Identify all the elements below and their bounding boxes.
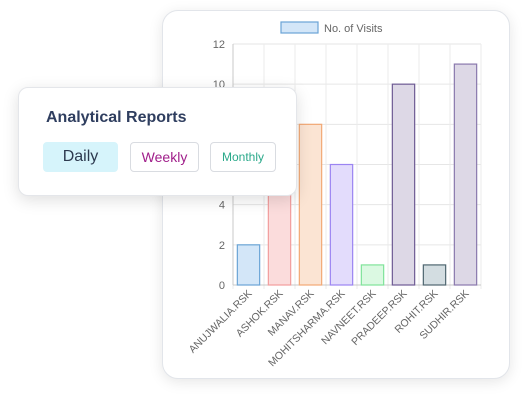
y-tick-label: 12	[213, 39, 225, 51]
bar[interactable]	[298, 123, 323, 286]
bar[interactable]	[360, 264, 385, 286]
legend-swatch	[280, 21, 319, 34]
analytical-reports-card: Analytical Reports Daily Weekly Monthly	[18, 87, 297, 196]
bar[interactable]	[391, 83, 416, 286]
y-tick-label: 4	[219, 200, 225, 212]
x-tick-label: PRADEEP.RSK	[349, 288, 409, 348]
bar[interactable]	[422, 264, 447, 286]
monthly-button[interactable]: Monthly	[210, 142, 276, 172]
bar[interactable]	[329, 163, 354, 286]
y-tick-label: 2	[219, 240, 225, 252]
daily-button[interactable]: Daily	[43, 142, 118, 172]
bar[interactable]	[236, 244, 261, 286]
legend-label: No. of Visits	[324, 23, 383, 35]
y-tick-label: 0	[219, 280, 225, 292]
bar[interactable]	[453, 63, 478, 286]
chart-card: 024681012ANUJWALIA.RSKASHOK.RSKMANAV.RSK…	[162, 10, 510, 379]
weekly-button[interactable]: Weekly	[130, 142, 199, 172]
x-tick-label: NAVNEET.RSK	[319, 288, 379, 348]
report-title: Analytical Reports	[46, 109, 187, 126]
bar-chart: 024681012ANUJWALIA.RSKASHOK.RSKMANAV.RSK…	[187, 21, 482, 369]
